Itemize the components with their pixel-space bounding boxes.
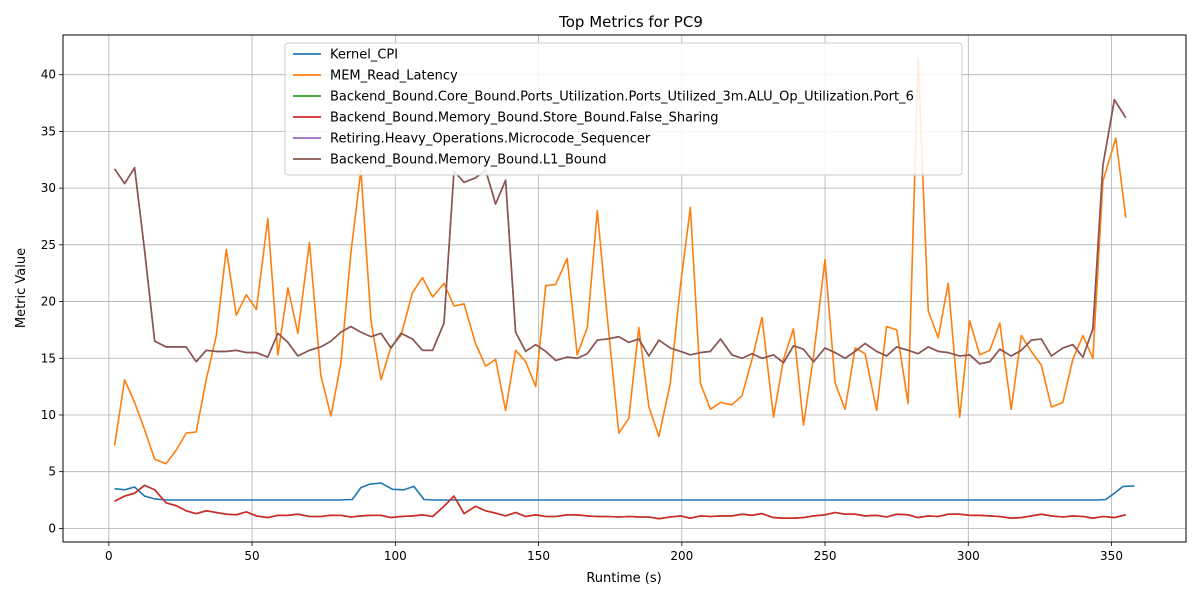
legend-label: Backend_Bound.Memory_Bound.Store_Bound.F…: [330, 111, 719, 126]
series-lines: [113, 58, 1135, 520]
legend-label: Kernel_CPI: [330, 48, 398, 63]
x-axis-ticks: 0 50 100 150 200 250 300 350: [105, 542, 1123, 563]
x-tick-label: 200: [670, 549, 693, 563]
y-axis-label: Metric Value: [14, 248, 29, 328]
x-tick-label: 0: [105, 549, 113, 563]
series-line-1: [114, 482, 1135, 501]
chart-title: Top Metrics for PC9: [558, 13, 703, 31]
y-tick-label: 35: [41, 124, 56, 138]
series-line-4: [114, 484, 1126, 520]
x-tick-label: 50: [244, 549, 259, 563]
x-tick-label: 350: [1100, 549, 1123, 563]
legend-label: Retiring.Heavy_Operations.Microcode_Sequ…: [330, 132, 651, 147]
y-tick-label: 0: [48, 521, 56, 535]
x-tick-label: 250: [814, 549, 837, 563]
plot-area-frame: [62, 34, 1187, 543]
y-tick-label: 20: [41, 295, 56, 309]
y-tick-label: 25: [41, 238, 56, 252]
y-tick-label: 40: [41, 68, 56, 82]
legend-label: MEM_Read_Latency: [330, 69, 458, 84]
x-axis-label: Runtime (s): [586, 571, 661, 586]
y-tick-label: 10: [41, 408, 56, 422]
series-line-2: [113, 58, 1127, 465]
y-axis-ticks: 0 5 10 15 20 25 30 35 40: [41, 68, 63, 535]
legend-label: Backend_Bound.Memory_Bound.L1_Bound: [330, 153, 607, 168]
legend: Kernel_CPI MEM_Read_Latency Backend_Bound.…: [284, 42, 963, 176]
x-tick-label: 150: [527, 549, 550, 563]
legend-label: Backend_Bound.Core_Bound.Ports_Utilizati…: [330, 90, 914, 105]
x-tick-label: 300: [957, 549, 980, 563]
y-tick-label: 15: [41, 351, 56, 365]
series-line-6: [113, 98, 1127, 365]
y-tick-label: 30: [41, 181, 56, 195]
y-tick-label: 5: [48, 465, 56, 479]
x-tick-label: 100: [384, 549, 407, 563]
legend-box: [284, 42, 963, 176]
